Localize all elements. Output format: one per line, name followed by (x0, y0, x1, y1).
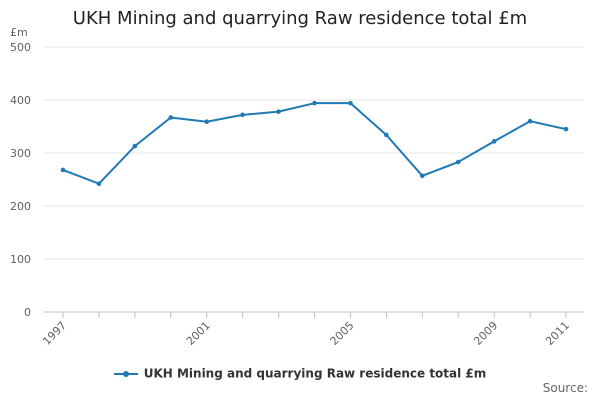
series-line (62, 102, 567, 185)
y-tick-label: 0 (24, 306, 31, 319)
y-tick-label: 100 (10, 253, 31, 266)
x-tick-label: 2011 (543, 319, 572, 348)
legend-marker-icon (113, 369, 138, 379)
source-label: Source: (542, 381, 588, 395)
data-point (384, 132, 389, 138)
x-tick-label: 1997 (40, 319, 69, 348)
data-point (312, 100, 317, 106)
y-tick-label: 300 (10, 147, 31, 160)
data-point (132, 143, 138, 149)
data-point (276, 109, 281, 114)
data-point (240, 112, 245, 118)
data-point (491, 139, 497, 144)
data-point (527, 118, 533, 124)
x-tick-label: 2009 (471, 319, 500, 348)
y-tick-label: 500 (10, 41, 31, 54)
data-point (60, 167, 66, 173)
data-point (348, 100, 353, 106)
legend-label: UKH Mining and quarrying Raw residence t… (143, 366, 487, 381)
y-axis-unit-label: £m (10, 26, 28, 39)
y-tick-label: 200 (10, 200, 31, 213)
data-point (96, 181, 102, 187)
data-point (563, 126, 569, 132)
x-tick-label: 2001 (184, 319, 213, 348)
y-tick-label: 400 (10, 94, 31, 107)
chart-title: UKH Mining and quarrying Raw residence t… (72, 8, 528, 29)
data-point (168, 115, 174, 120)
data-point (419, 173, 425, 179)
data-point (455, 159, 461, 165)
data-point (204, 119, 210, 125)
legend[interactable]: UKH Mining and quarrying Raw residence t… (0, 366, 600, 381)
x-tick-label: 2005 (328, 319, 357, 348)
